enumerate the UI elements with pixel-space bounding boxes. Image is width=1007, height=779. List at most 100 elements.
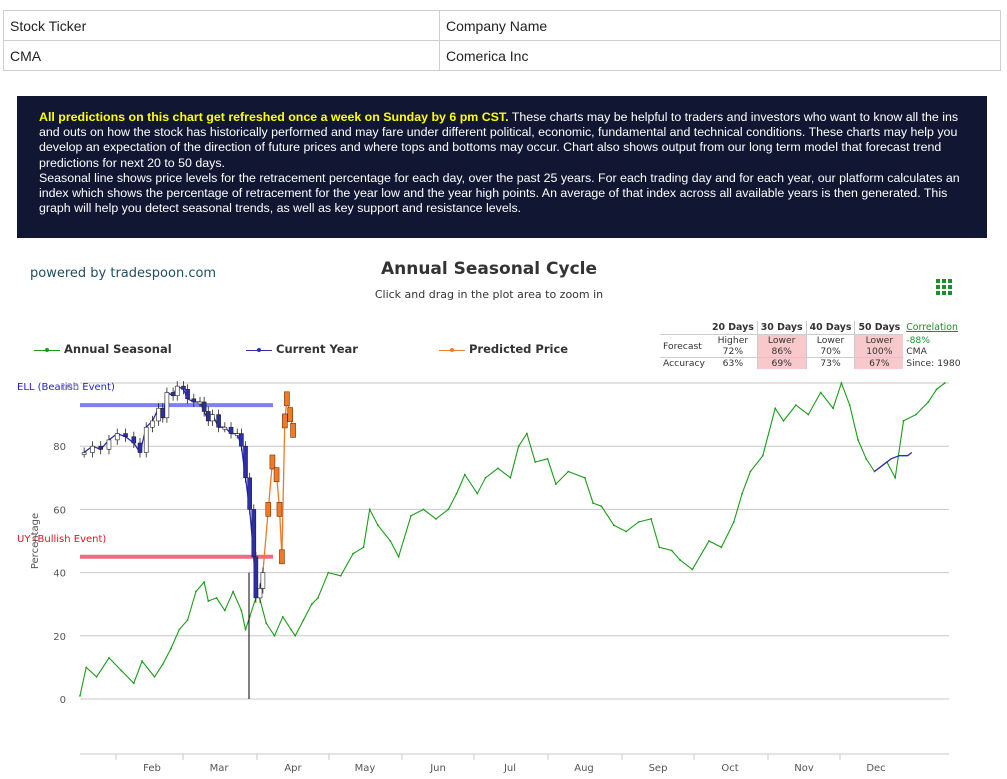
seasonal-point [857, 438, 859, 441]
forecast-50-pct: 100% [854, 346, 904, 358]
candle-body [247, 477, 252, 510]
seasonal-point [732, 521, 735, 523]
correlation-link[interactable]: Correlation [906, 322, 958, 334]
annual-seasonal-line [79, 381, 946, 696]
seasonal-point [848, 404, 851, 407]
forecast-20-pct: 72% [722, 346, 744, 357]
candle-body [260, 572, 266, 589]
x-tick-label: Nov [794, 763, 814, 774]
accuracy-30: 69% [756, 357, 807, 369]
forecast-label: Forecast [663, 340, 702, 352]
candle-body [156, 407, 161, 422]
seasonal-point [914, 413, 917, 416]
seasonal-point [463, 473, 466, 476]
seasonal-point [447, 508, 450, 511]
seasonal-point [484, 476, 487, 479]
seasonal-point [794, 404, 797, 407]
candle-body [160, 407, 166, 419]
legend-predicted-label: Predicted Price [469, 342, 569, 356]
seasonal-point [273, 634, 276, 637]
chart-subtitle: Click and drag in the plot area to zoom … [374, 288, 604, 301]
seasonal-point [708, 540, 710, 542]
seasonal-point [352, 552, 355, 555]
seasonal-point [339, 574, 342, 577]
seasonal-point [161, 663, 164, 666]
seasonal-point [592, 502, 595, 504]
seasonal-point [95, 675, 98, 678]
forecast-50-dir: Lower [854, 334, 904, 346]
y-tick-label: 20 [53, 632, 66, 643]
predicted-candle [273, 467, 280, 482]
seasonal-point [583, 476, 586, 479]
seasonal-point [567, 470, 570, 473]
candle-body [106, 439, 112, 450]
company-header: Company Name [439, 10, 1001, 41]
current-year-dec-line [874, 451, 913, 473]
company-value: Comerica Inc [439, 40, 1001, 71]
seasonal-point [943, 382, 946, 384]
legend-predicted-marker [439, 345, 465, 355]
seasonal-point [327, 571, 330, 574]
predicted-candle [287, 407, 294, 422]
seasonal-point [170, 647, 172, 650]
seasonal-point [240, 609, 243, 612]
candle-body [185, 389, 190, 400]
seasonal-point [600, 505, 603, 508]
stats-header-20: 20 Days [708, 321, 758, 335]
info-notice: All predictions on this chart get refres… [17, 96, 987, 238]
candle-body [98, 445, 103, 450]
seasonal-point [637, 521, 640, 523]
accuracy-50: 67% [854, 357, 904, 369]
candle-body [191, 398, 197, 403]
accuracy-40: 73% [805, 357, 855, 369]
grid-menu-icon[interactable] [936, 279, 952, 295]
candle-body [257, 588, 263, 599]
notice-paragraph-2: Seasonal line shows price levels for the… [39, 170, 960, 216]
y-tick-label: 80 [53, 442, 66, 453]
chart-title: Annual Seasonal Cycle [380, 259, 598, 279]
seasonal-point [108, 657, 110, 659]
legend-current-label: Current Year [276, 342, 358, 356]
seasonal-point [317, 596, 319, 599]
candle-body [150, 420, 155, 428]
seasonal-point [670, 549, 673, 552]
legend-predicted-price[interactable]: Predicted Price [439, 342, 568, 356]
seasonal-point [153, 675, 156, 678]
seasonal-point [526, 432, 528, 435]
predicted-candle [269, 454, 276, 470]
notice-body-1: These charts may be helpful to traders a… [39, 110, 959, 170]
stock-info-table: Stock Ticker Company Name CMA Comerica I… [3, 10, 1001, 71]
sell-ytick-overlap: 100 [60, 382, 79, 393]
forecast-20-dir: Higher [717, 335, 749, 346]
stats-ticker: CMA [906, 346, 927, 358]
candle-body [131, 436, 137, 444]
seasonal-point [294, 634, 297, 637]
y-axis-title: Percentage [30, 513, 41, 569]
candle-body [216, 414, 221, 428]
seasonal-point [368, 508, 371, 511]
predicted-candle [284, 391, 290, 407]
legend-current-year[interactable]: Current Year [246, 342, 358, 356]
x-tick-label: Feb [143, 763, 161, 774]
seasonal-point [223, 609, 226, 612]
seasonal-point [509, 476, 512, 479]
seasonal-point [819, 391, 822, 394]
seasonal-point [894, 476, 897, 479]
forecast-stats-table: 20 Days 30 Days 40 Days 50 Days Correlat… [660, 321, 964, 369]
seasonal-point [207, 600, 210, 602]
seasonal-point [658, 546, 661, 549]
predicted-candle [282, 413, 288, 429]
x-tick-label: Dec [866, 763, 885, 774]
seasonal-point [410, 514, 412, 517]
seasonal-point [691, 568, 694, 571]
legend-current-marker [246, 345, 272, 355]
candle-body [239, 433, 244, 447]
seasonal-point [840, 382, 843, 384]
seasonal-point [761, 454, 764, 457]
legend-annual-seasonal[interactable]: Annual Seasonal [34, 342, 172, 356]
candle-body [251, 509, 257, 558]
seasonal-point [389, 540, 392, 542]
seasonal-point [865, 457, 868, 460]
candle-body [210, 414, 215, 422]
